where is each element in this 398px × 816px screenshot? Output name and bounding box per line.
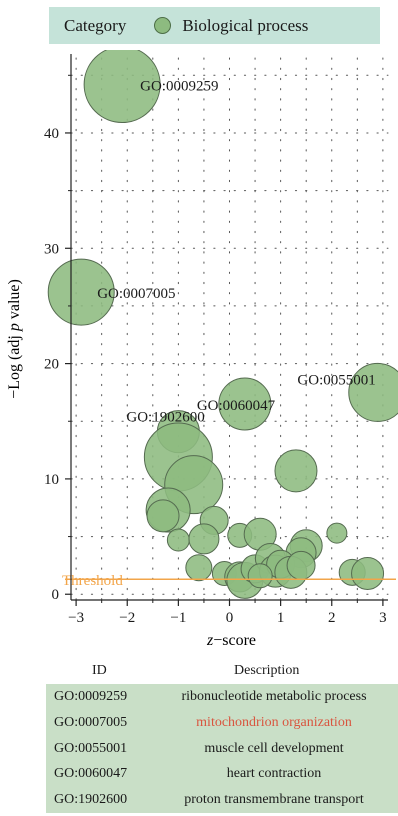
threshold-label: Threshold <box>62 573 123 589</box>
table-cell-description: heart contraction <box>226 766 322 782</box>
bubble-point <box>247 563 273 589</box>
bubble-point <box>146 499 180 533</box>
threshold: Threshold <box>62 573 396 589</box>
table-cell-description: muscle cell development <box>204 740 344 756</box>
legend: Category Biological process <box>49 7 380 44</box>
grid <box>70 57 389 601</box>
bubble-point <box>83 50 161 124</box>
x-axis-label-var: z <box>206 632 214 649</box>
bubble-point <box>348 362 398 422</box>
y-axis-label-part1: −Log (adj <box>6 331 23 399</box>
legend-swatch <box>154 17 172 34</box>
bubble-chart: Threshold GO:0009259 GO:0007005 GO:0055001… <box>6 50 398 649</box>
table-header: ID Description <box>49 661 398 683</box>
table-header-id: ID <box>92 663 107 678</box>
table-cell-id: GO:1902600 <box>54 792 128 808</box>
x-axis-label-rest: −score <box>213 632 256 649</box>
bubble-point <box>351 556 385 590</box>
y-tick-label: 10 <box>44 472 59 488</box>
table-cell-description: proton transmembrane transport <box>184 792 364 808</box>
table-cell-id: GO:0007005 <box>54 714 128 730</box>
bubbles <box>47 50 398 599</box>
table-cell-description-highlighted: mitochondrion organization <box>196 714 352 730</box>
bubble-point <box>274 449 318 493</box>
table-row: GO:0060047 heart contraction <box>46 761 398 787</box>
table-header-description: Description <box>234 663 300 678</box>
x-tick-label: 1 <box>277 610 285 626</box>
point-label: GO:1902600 <box>126 410 204 426</box>
y-axis-label-part3: value) <box>6 279 23 323</box>
bubble-point <box>185 554 213 582</box>
table-cell-id: GO:0060047 <box>54 766 128 782</box>
table-cell-id: GO:0009259 <box>54 689 128 704</box>
bubble-point <box>188 523 220 555</box>
y-tick-label: 0 <box>52 587 60 603</box>
bubble-point <box>218 377 272 431</box>
table-row: GO:0009259 ribonucleotide metabolic proc… <box>46 684 398 710</box>
x-tick-label: 2 <box>328 610 336 626</box>
y-tick-label: 40 <box>44 126 59 142</box>
x-axis-label: z−score <box>206 632 256 649</box>
bubble-point <box>286 550 316 580</box>
point-label: GO:0009259 <box>140 79 218 95</box>
point-label: GO:0060047 <box>197 398 276 414</box>
point-labels: GO:0009259 GO:0007005 GO:0055001 GO:0060047… <box>97 79 376 426</box>
table-cell-id: GO:0055001 <box>54 740 128 756</box>
bubble-point <box>326 522 348 544</box>
x-tick-label: 3 <box>379 610 387 626</box>
table-row: GO:1902600 proton transmembrane transpor… <box>46 787 398 813</box>
table-cell-description: ribonucleotide metabolic process <box>181 689 367 704</box>
x-tick-label: −3 <box>68 610 84 626</box>
bubble-point <box>47 258 115 326</box>
legend-label: Biological process <box>182 15 309 35</box>
y-tick-label: 30 <box>44 241 59 257</box>
point-label: GO:0055001 <box>297 372 375 388</box>
x-tick-label: −1 <box>170 610 186 626</box>
y-axis-label-var: p <box>6 323 23 332</box>
table-row: GO:0055001 muscle cell development <box>46 736 398 762</box>
bubble-point <box>166 528 190 552</box>
y-axis-label: −Log (adj p value) <box>6 279 23 399</box>
legend-title: Category <box>64 15 127 35</box>
go-term-table: GO:0009259 ribonucleotide metabolic proc… <box>46 684 398 813</box>
table-row: GO:0007005 mitochondrion organization <box>46 710 398 736</box>
x-tick-label: −2 <box>119 610 135 626</box>
x-tick-label: 0 <box>226 610 234 626</box>
y-tick-label: 20 <box>44 357 59 373</box>
point-label: GO:0007005 <box>97 286 175 302</box>
